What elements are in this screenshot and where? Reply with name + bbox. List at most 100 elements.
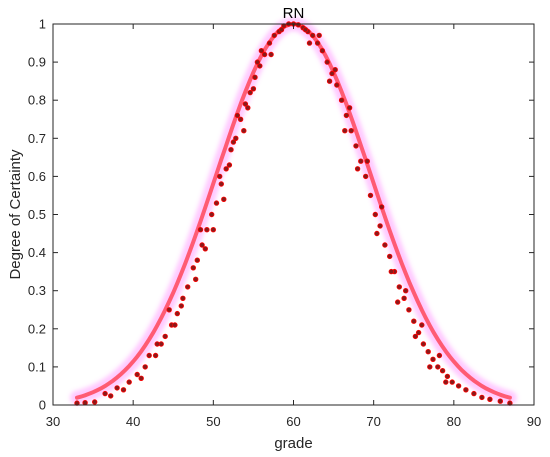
data-point	[487, 396, 493, 402]
data-point	[497, 398, 503, 404]
data-point	[302, 27, 309, 33]
x-tick-label: 90	[527, 414, 541, 429]
data-point	[261, 51, 268, 58]
y-tick-label: 0.7	[28, 131, 46, 146]
data-point	[415, 329, 422, 336]
data-point	[338, 97, 345, 103]
data-point	[126, 379, 132, 385]
data-point	[401, 295, 407, 301]
data-point	[172, 322, 178, 328]
data-point	[174, 310, 180, 317]
data-point	[194, 257, 200, 263]
data-point	[223, 166, 229, 172]
data-point	[444, 373, 451, 380]
x-tick-label: 50	[206, 414, 220, 429]
data-point	[254, 59, 261, 65]
data-point	[443, 379, 449, 385]
data-point	[102, 390, 108, 397]
data-point	[439, 368, 446, 374]
data-point	[403, 288, 409, 294]
data-point	[420, 341, 427, 347]
y-tick-label: 0.3	[28, 283, 46, 298]
data-point	[237, 116, 244, 122]
data-point	[146, 352, 152, 359]
data-point	[250, 86, 257, 92]
y-tick-label: 0.1	[28, 359, 46, 374]
data-point	[436, 352, 443, 359]
data-point	[184, 284, 191, 290]
data-point	[326, 78, 333, 84]
data-point	[138, 375, 144, 381]
data-point	[358, 158, 364, 164]
data-point	[396, 284, 402, 290]
plot-area	[53, 24, 534, 405]
data-point	[216, 173, 223, 180]
data-point	[306, 40, 313, 46]
data-point	[178, 303, 184, 309]
data-point	[334, 82, 340, 88]
y-tick-label: 0.8	[28, 93, 46, 108]
y-tick-label: 0.4	[28, 245, 46, 260]
data-point	[372, 211, 378, 218]
data-point	[455, 383, 462, 389]
x-tick-label: 70	[366, 414, 380, 429]
data-point	[363, 173, 369, 180]
y-tick-label: 0.6	[28, 169, 46, 184]
y-axis-label: Degree of Certainty	[7, 149, 24, 280]
data-point	[210, 226, 216, 233]
y-tick-label: 0.9	[28, 55, 46, 70]
data-point	[395, 299, 401, 305]
data-point	[348, 127, 354, 134]
y-axis-ticks: 0 0.1 0.2 0.3 0.4 0.5 0.6 0.7 0.8 0.9 1	[28, 17, 534, 413]
y-tick-label: 1	[39, 17, 46, 32]
data-point	[316, 32, 322, 39]
data-point	[258, 48, 265, 54]
data-point	[412, 333, 419, 340]
data-point	[190, 265, 196, 271]
data-point	[377, 223, 383, 229]
data-point	[134, 371, 140, 378]
data-point	[218, 181, 224, 187]
data-point	[166, 307, 172, 313]
data-point	[406, 307, 412, 313]
data-point	[427, 364, 433, 370]
x-axis-ticks: 30 40 50 60 70 80 90	[46, 24, 541, 429]
data-point	[120, 387, 127, 393]
data-point	[234, 112, 241, 119]
data-point	[82, 400, 88, 406]
data-point	[208, 211, 215, 218]
data-point	[324, 59, 330, 65]
data-point	[228, 146, 234, 153]
data-point	[180, 295, 186, 301]
x-tick-label: 80	[447, 414, 461, 429]
data-point	[152, 352, 159, 359]
data-point	[271, 32, 277, 39]
data-point	[226, 162, 233, 168]
data-point	[242, 101, 249, 107]
data-point	[221, 196, 227, 202]
data-point	[266, 40, 273, 46]
data-point	[213, 200, 220, 206]
data-point	[471, 390, 477, 397]
data-point	[367, 192, 374, 199]
data-point	[233, 135, 239, 141]
data-point	[430, 356, 436, 362]
data-point	[247, 89, 253, 96]
x-tick-label: 30	[46, 414, 60, 429]
data-point	[425, 349, 431, 355]
x-tick-label: 60	[286, 414, 300, 429]
data-point	[295, 22, 301, 28]
data-point	[379, 204, 385, 210]
data-point	[114, 385, 120, 391]
data-point	[252, 74, 258, 80]
data-point	[268, 51, 274, 58]
data-point	[419, 322, 425, 328]
data-point	[364, 158, 370, 164]
data-point	[332, 66, 338, 73]
data-point	[435, 364, 441, 370]
data-point	[343, 112, 350, 119]
data-point	[91, 399, 98, 405]
data-point	[342, 127, 348, 134]
data-point	[382, 242, 388, 248]
data-point	[107, 393, 114, 399]
